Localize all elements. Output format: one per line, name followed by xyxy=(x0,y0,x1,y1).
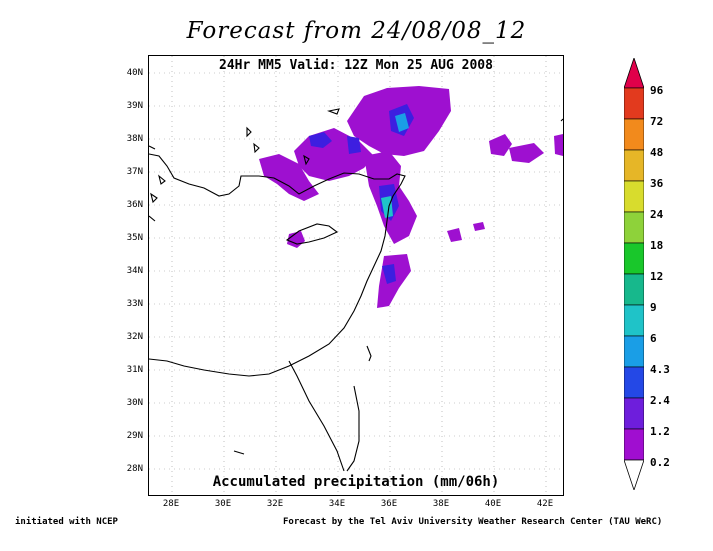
legend-label-48: 48 xyxy=(650,146,664,159)
lat-label-37n: 37N xyxy=(126,167,143,177)
footer-credit: Forecast by the Tel Aviv University Weat… xyxy=(283,517,663,527)
coastlines xyxy=(149,108,563,472)
lat-label-38n: 38N xyxy=(126,134,143,144)
legend-label-24: 24 xyxy=(650,208,664,221)
map-caption: Accumulated precipitation (mm/06h) xyxy=(212,474,500,490)
lat-label-31n: 31N xyxy=(126,365,143,375)
legend-label-4-3: 4.3 xyxy=(650,363,670,376)
lat-label-35n: 35N xyxy=(126,233,143,243)
legend-swatch xyxy=(624,242,644,275)
lat-label-30n: 30N xyxy=(126,398,143,408)
legend-bottom-arrow xyxy=(624,459,644,490)
lon-label-38e: 38E xyxy=(432,499,450,509)
legend-colorbar xyxy=(624,58,644,490)
legend-swatch xyxy=(624,428,644,461)
legend-label-18: 18 xyxy=(650,239,664,252)
forecast-map xyxy=(148,55,564,496)
legend-label-6: 6 xyxy=(650,332,657,345)
legend-swatch xyxy=(624,335,644,368)
color-legend xyxy=(624,58,644,490)
legend-label-2-4: 2.4 xyxy=(650,394,670,407)
lon-label-28e: 28E xyxy=(162,499,180,509)
footer-initiated: initiated with NCEP xyxy=(15,517,118,527)
legend-swatch xyxy=(624,180,644,213)
lon-label-42e: 42E xyxy=(536,499,554,509)
map-title: Forecast from 24/08/08_12 xyxy=(186,18,527,44)
lat-label-39n: 39N xyxy=(126,101,143,111)
legend-label-12: 12 xyxy=(650,270,664,283)
legend-swatch xyxy=(624,304,644,337)
legend-label-96: 96 xyxy=(650,84,664,97)
precipitation-areas xyxy=(259,86,563,308)
lon-label-32e: 32E xyxy=(266,499,284,509)
lat-label-34n: 34N xyxy=(126,266,143,276)
legend-label-1-2: 1.2 xyxy=(650,425,670,438)
map-grid xyxy=(149,56,563,495)
legend-swatch xyxy=(624,366,644,399)
lon-label-30e: 30E xyxy=(214,499,232,509)
legend-swatch xyxy=(624,87,644,120)
lon-label-34e: 34E xyxy=(328,499,346,509)
lon-label-40e: 40E xyxy=(484,499,502,509)
legend-label-36: 36 xyxy=(650,177,664,190)
lat-label-40n: 40N xyxy=(126,68,143,78)
valid-time: 24Hr MM5 Valid: 12Z Mon 25 AUG 2008 xyxy=(219,58,493,73)
lat-label-32n: 32N xyxy=(126,332,143,342)
map-canvas xyxy=(149,56,563,495)
legend-swatch xyxy=(624,118,644,151)
lat-label-28n: 28N xyxy=(126,464,143,474)
lon-label-36e: 36E xyxy=(380,499,398,509)
legend-label-72: 72 xyxy=(650,115,664,128)
lat-label-36n: 36N xyxy=(126,200,143,210)
legend-swatch xyxy=(624,397,644,430)
legend-top-arrow xyxy=(624,58,644,89)
legend-swatch xyxy=(624,149,644,182)
legend-label-9: 9 xyxy=(650,301,657,314)
legend-swatch xyxy=(624,273,644,306)
legend-swatch xyxy=(624,211,644,244)
legend-label-0-2: 0.2 xyxy=(650,456,670,469)
lat-label-29n: 29N xyxy=(126,431,143,441)
lat-label-33n: 33N xyxy=(126,299,143,309)
